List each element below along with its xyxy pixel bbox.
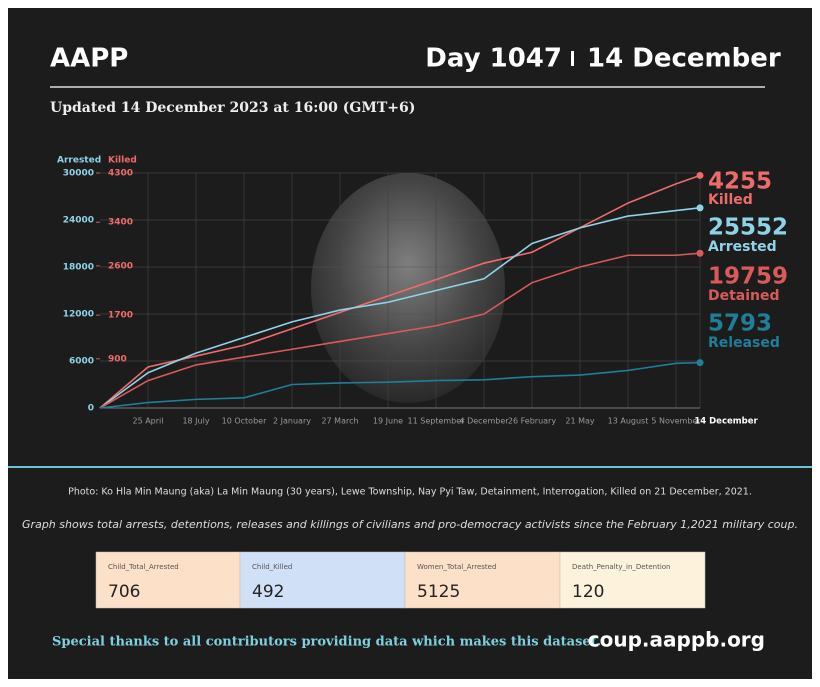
stat-value: 5125 xyxy=(417,582,460,602)
x-tick-label: 26 February xyxy=(508,417,556,426)
x-tick-label: 18 July xyxy=(182,417,209,426)
url: coup.aappb.org xyxy=(588,628,765,652)
end-marker xyxy=(696,249,704,257)
series-line xyxy=(99,252,701,409)
separator xyxy=(571,51,574,66)
stat-cards: Child_Total_Arrested 706 Child_Killed 492 Wo… xyxy=(95,551,706,609)
x-tick-label: 21 May xyxy=(565,417,595,426)
stat-value: 492 xyxy=(252,582,284,602)
x-tick-label: 5 November xyxy=(651,417,701,426)
portrait xyxy=(311,173,505,403)
end-marker xyxy=(696,359,704,367)
x-tick-label: 14 December xyxy=(694,417,758,427)
y-tick-label: 0 xyxy=(88,404,94,414)
stat-label: Child_Total_Arrested xyxy=(108,563,179,571)
y2-tick-label: 2600 xyxy=(108,261,133,271)
end-name: Released xyxy=(708,335,780,351)
date: 14 December xyxy=(587,44,781,74)
stat-value: 706 xyxy=(108,582,140,602)
end-value: 5793 xyxy=(708,311,772,337)
day: Day 1047 xyxy=(425,44,562,74)
stat-value: 120 xyxy=(572,582,604,602)
y2-tick-label: 1700 xyxy=(108,311,133,321)
end-value: 4255 xyxy=(708,169,772,195)
series-line xyxy=(99,207,701,409)
chart: Arrested Killed 0 6000 12000 18000 24000 30000 9… xyxy=(57,156,788,427)
updated: Updated 14 December 2023 at 16:00 (GMT+6… xyxy=(50,100,415,116)
x-tick-label: 4 December xyxy=(459,417,509,426)
photo-caption: Photo: Ko Hla Min Maung (aka) La Min Mau… xyxy=(68,487,752,498)
end-name: Killed xyxy=(708,192,753,208)
end-marker xyxy=(696,204,704,212)
stat-card xyxy=(95,551,241,609)
stat-label: Death_Penalty_in_Detention xyxy=(572,563,670,571)
y2-tick-label: 4300 xyxy=(108,169,133,179)
y-tick-label: 12000 xyxy=(63,310,94,320)
y-tick-label: 18000 xyxy=(63,263,94,273)
stat-card xyxy=(239,551,406,609)
stat-card xyxy=(404,551,561,609)
end-name: Arrested xyxy=(708,239,777,255)
y-tick-label: 24000 xyxy=(63,216,94,226)
y-tick-label: 6000 xyxy=(69,357,94,367)
x-tick-label: 19 June xyxy=(373,417,403,426)
y2-axis-label: Killed xyxy=(108,156,137,166)
end-marker xyxy=(696,171,704,179)
stat-label: Child_Killed xyxy=(252,563,292,571)
series-line xyxy=(99,174,701,409)
brand: AAPP xyxy=(50,44,128,74)
end-name: Detained xyxy=(708,288,780,304)
x-tick-label: 13 August xyxy=(608,417,649,426)
y2-tick-label: 3400 xyxy=(108,218,133,228)
x-tick-label: 10 October xyxy=(222,417,267,426)
x-tick-label: 25 April xyxy=(132,417,163,426)
x-tick-label: 27 March xyxy=(321,417,358,426)
stat-label: Women_Total_Arrested xyxy=(417,563,496,571)
series-line xyxy=(99,361,701,409)
stat-card xyxy=(559,551,706,609)
x-tick-label: 2 January xyxy=(273,417,311,426)
y2-tick-label: 900 xyxy=(108,354,127,364)
thanks: Special thanks to all contributors provi… xyxy=(52,635,601,650)
x-tick-label: 11 September xyxy=(408,417,466,426)
end-value: 25552 xyxy=(708,215,788,241)
graph-note: Graph shows total arrests, detentions, r… xyxy=(22,518,798,531)
y-axis-label: Arrested xyxy=(57,156,101,166)
end-value: 19759 xyxy=(708,264,788,290)
y-tick-label: 30000 xyxy=(63,169,94,179)
